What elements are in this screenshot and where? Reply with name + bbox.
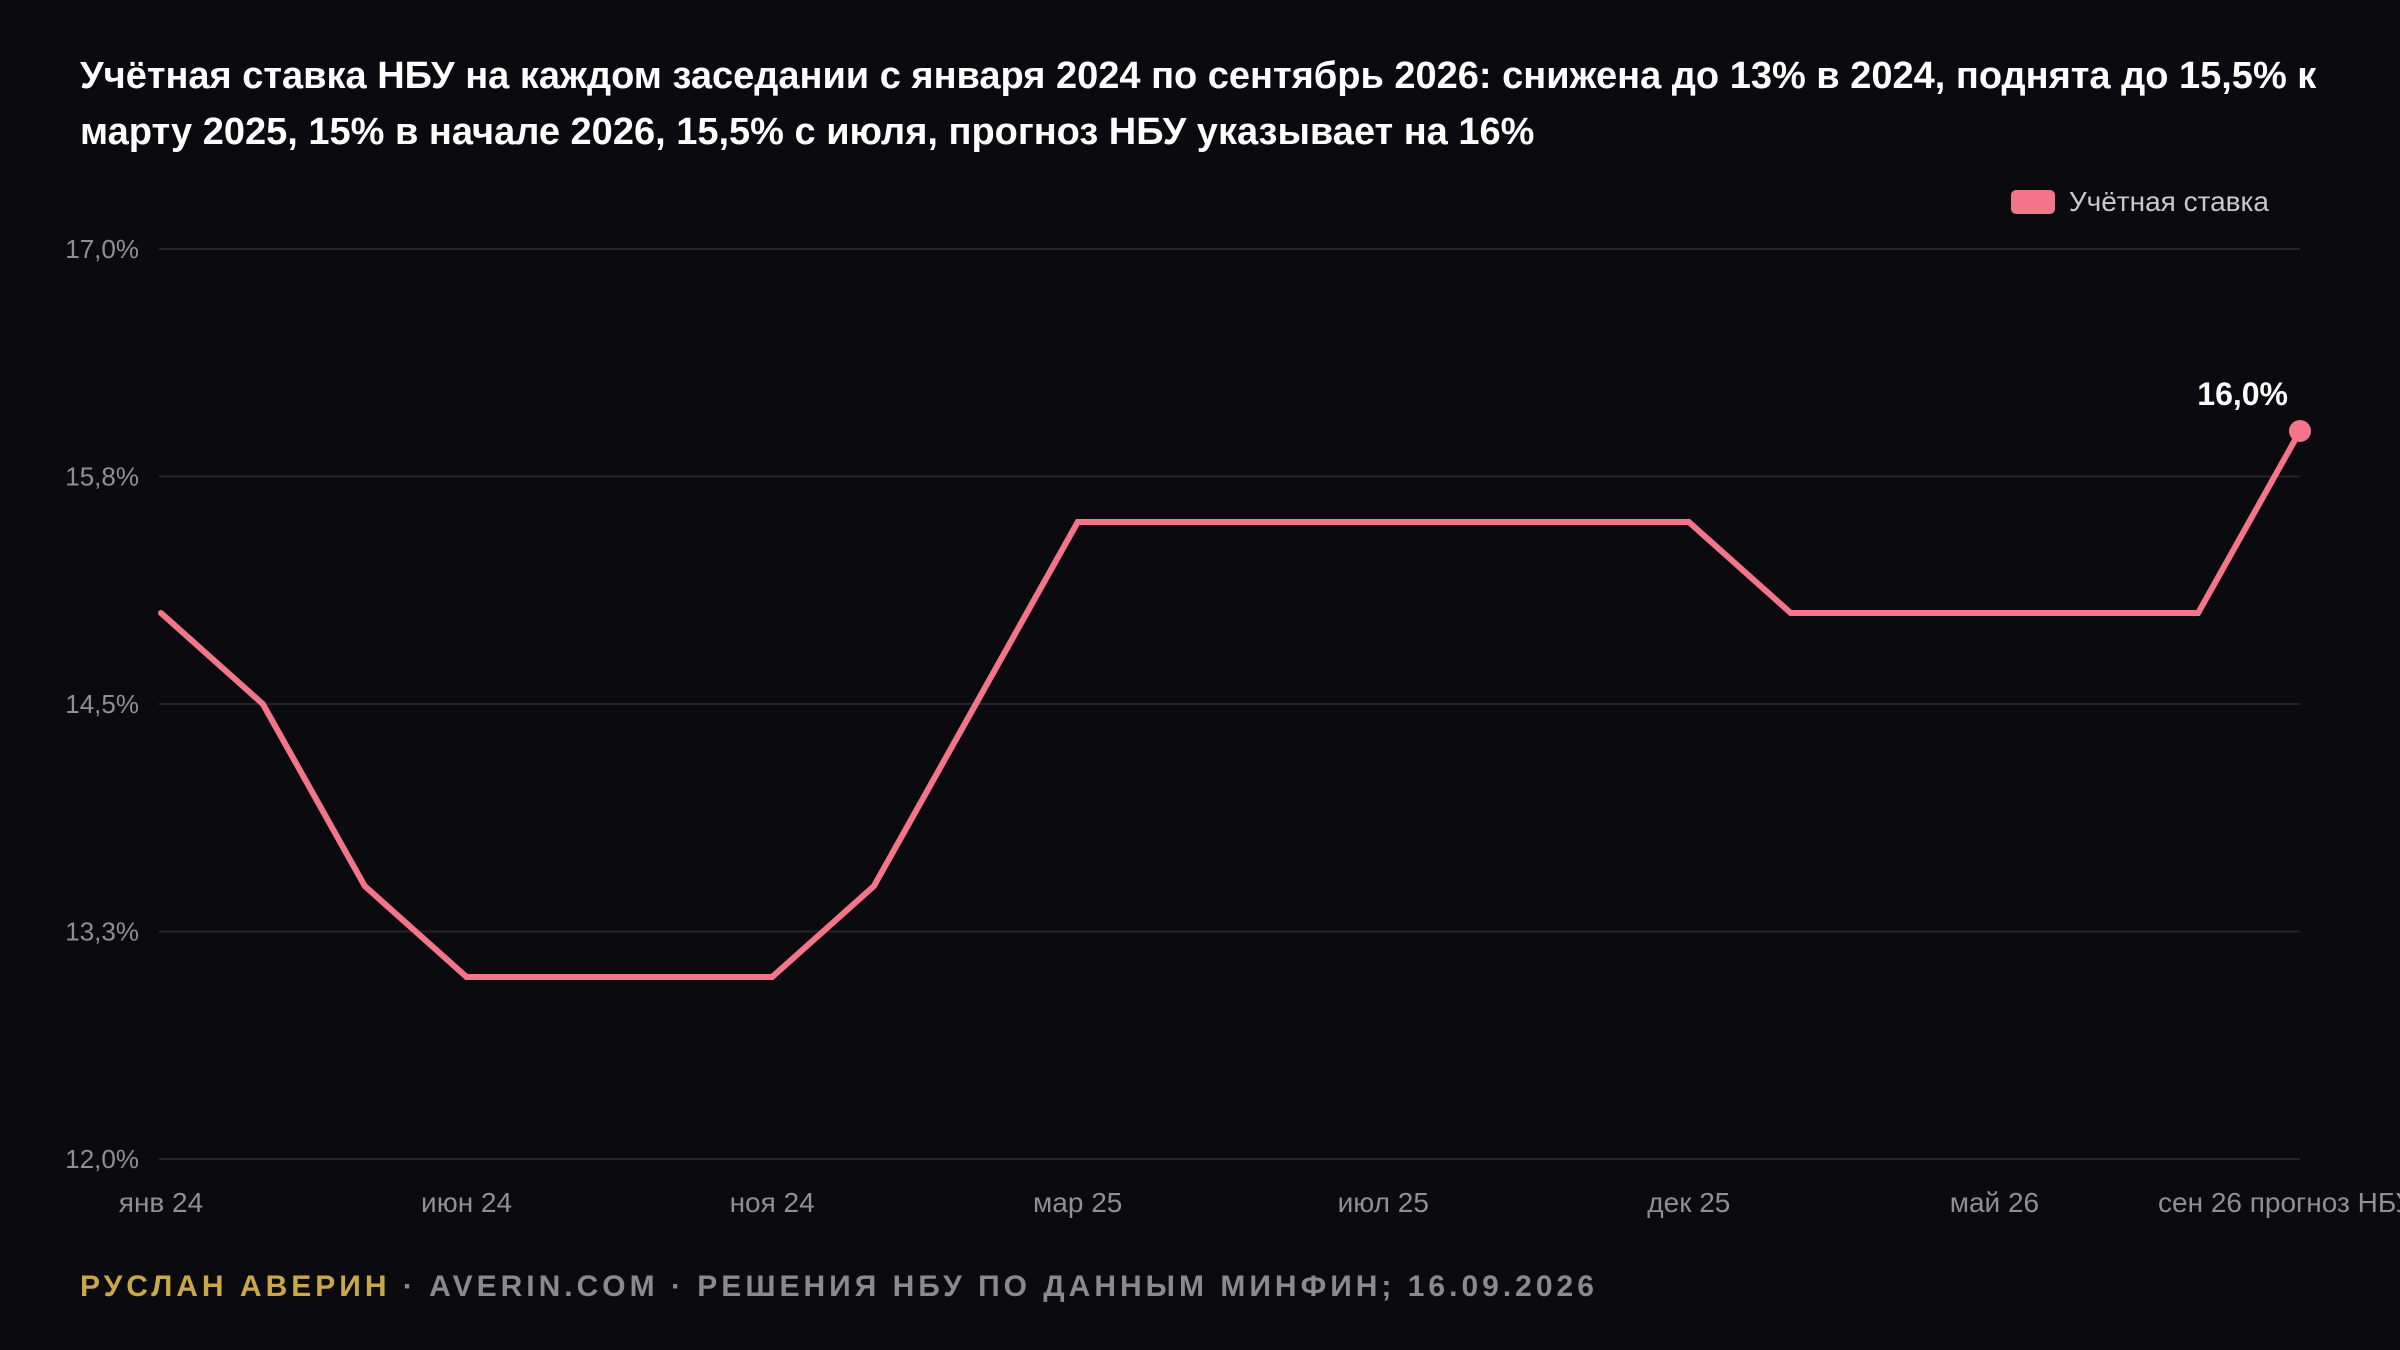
footer-site: AVERIN.COM (429, 1270, 659, 1303)
annotation-layer: 16,0% (2197, 376, 2311, 442)
x-tick-label: ноя 24 (730, 1187, 815, 1218)
chart-title: Учётная ставка НБУ на каждом заседании с… (80, 55, 2317, 153)
y-tick-label: 15,8% (65, 462, 139, 492)
x-tick-label: янв 24 (119, 1187, 203, 1218)
y-tick-label: 12,0% (65, 1144, 139, 1174)
y-tick-label: 17,0% (65, 234, 139, 264)
end-value-label: 16,0% (2197, 376, 2288, 412)
x-tick-label: июл 25 (1338, 1187, 1429, 1218)
end-point-marker (2289, 420, 2311, 442)
footer-separator: · (658, 1270, 698, 1303)
legend: Учётная ставка (2010, 186, 2269, 218)
y-tick-label: 13,3% (65, 917, 139, 947)
footer-source: РЕШЕНИЯ НБУ ПО ДАННЫМ МИНФИН; 16.09.2026 (697, 1270, 1598, 1303)
footer-credit: РУСЛАН АВЕРИН · AVERIN.COM · РЕШЕНИЯ НБУ… (80, 1270, 1598, 1304)
series-line (158, 428, 2303, 980)
x-tick-label: дек 25 (1647, 1187, 1730, 1218)
grid-lines (159, 248, 2300, 1160)
y-axis-ticks: 12,0% 13,3% 14,5% 15,8% 17,0% (65, 234, 139, 1174)
legend-label: Учётная ставка (2068, 186, 2269, 217)
y-tick-label: 14,5% (65, 689, 139, 719)
x-tick-label: июн 24 (421, 1187, 512, 1218)
line-chart: 12,0% 13,3% 14,5% 15,8% 17,0% янв 24 июн 24 но… (65, 234, 2400, 1218)
x-axis-ticks: янв 24 июн 24 ноя 24 мар 25 июл 25 дек 25 май … (119, 1187, 2400, 1218)
footer-separator: · (390, 1270, 430, 1303)
x-tick-label: сен 26 прогноз НБУ (2158, 1187, 2400, 1218)
x-tick-label: мар 25 (1033, 1187, 1122, 1218)
x-tick-label: май 26 (1950, 1187, 2039, 1218)
series-layer (158, 428, 2303, 980)
footer-author: РУСЛАН АВЕРИН (80, 1270, 391, 1303)
legend-swatch (2010, 190, 2055, 214)
